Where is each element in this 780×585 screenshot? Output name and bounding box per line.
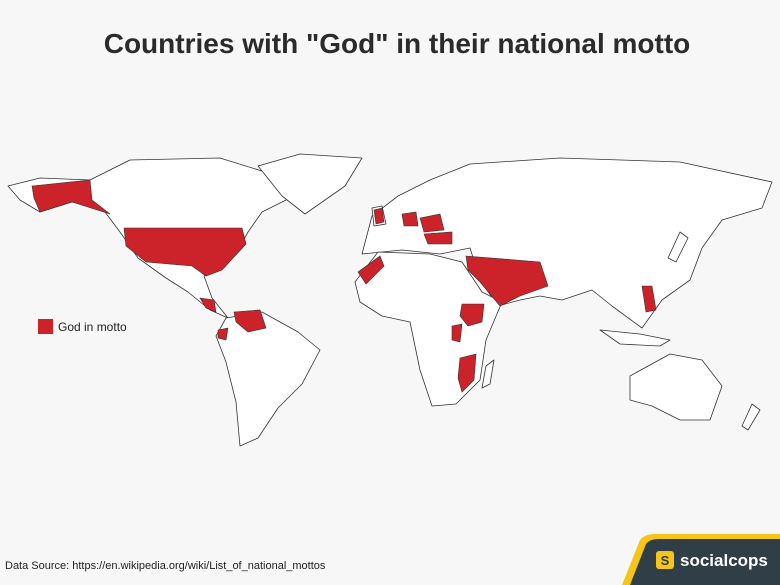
venezuela [233, 309, 267, 333]
alaska [31, 179, 111, 215]
uk [373, 207, 385, 225]
central-america [199, 297, 217, 313]
legend-swatch [38, 319, 53, 334]
new-zealand [741, 403, 761, 431]
uganda [451, 323, 463, 343]
central-europe [401, 211, 419, 227]
brand-banner [630, 539, 780, 585]
brand-name: socialcops [680, 551, 768, 570]
brand-logo [656, 551, 674, 569]
australia [629, 353, 723, 421]
madagascar [481, 359, 495, 389]
ethiopia [459, 303, 485, 327]
philippines [641, 285, 657, 313]
middle-east [465, 255, 549, 307]
world-map [7, 153, 773, 447]
south-america [215, 311, 321, 447]
title: Countries with "God" in their national m… [104, 28, 691, 59]
mozambique [457, 353, 477, 393]
morocco [357, 255, 385, 285]
brand-logo-letter: S [661, 553, 670, 568]
data-source: Data Source: https://en.wikipedia.org/wi… [5, 560, 326, 572]
japan [667, 231, 689, 263]
greenland [257, 153, 363, 215]
indonesia [599, 329, 671, 347]
eastern-europe [419, 213, 445, 233]
usa [123, 227, 247, 277]
legend-label: God in motto [58, 320, 127, 334]
ecuador [217, 327, 229, 341]
balkans [423, 231, 453, 245]
